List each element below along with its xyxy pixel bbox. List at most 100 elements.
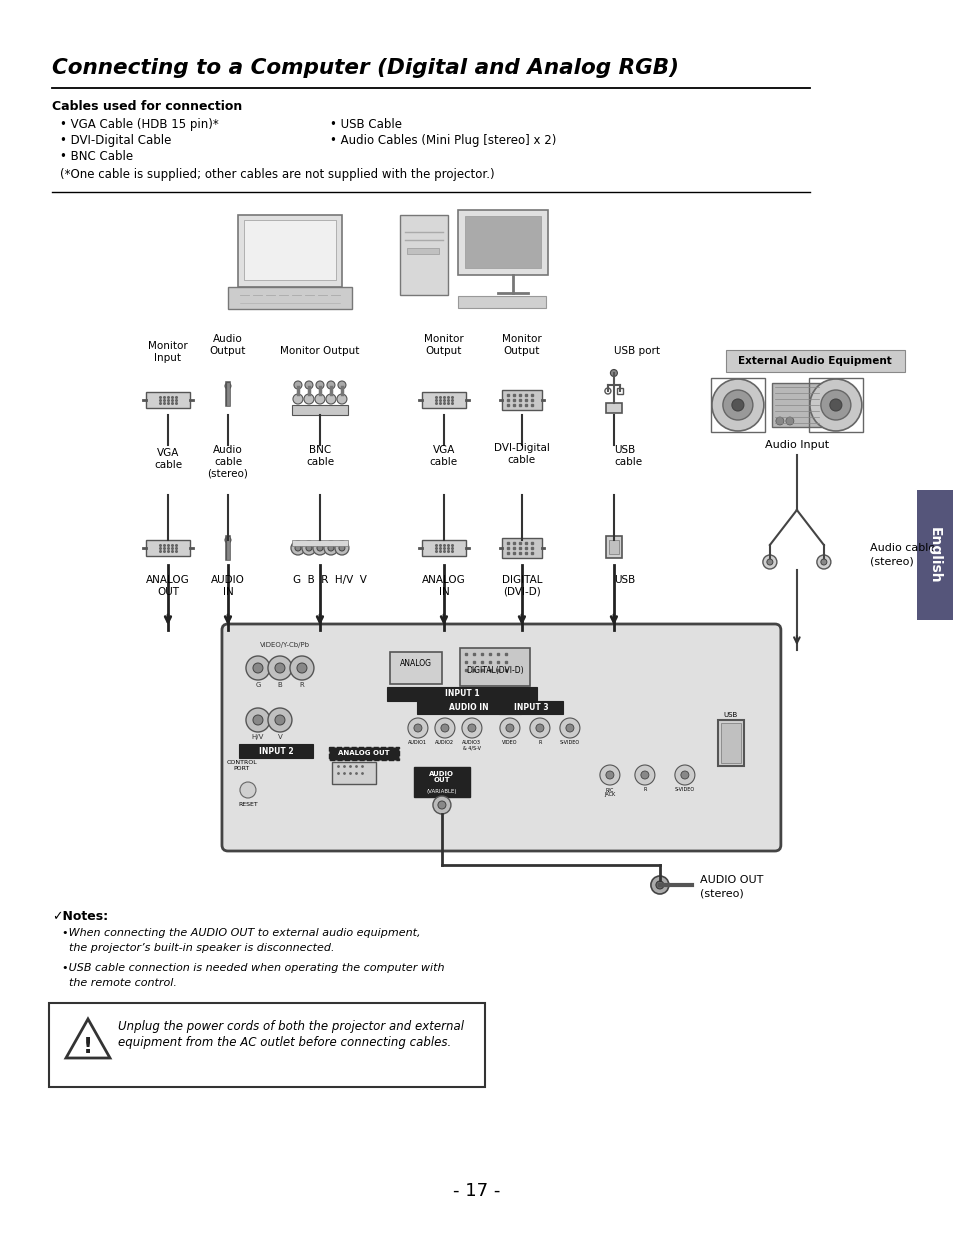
FancyBboxPatch shape [292,540,348,546]
Circle shape [640,771,648,779]
Circle shape [337,382,346,389]
Text: Audio cable
(stereo): Audio cable (stereo) [869,543,934,567]
FancyBboxPatch shape [498,701,562,714]
Circle shape [809,379,861,431]
Circle shape [315,382,324,389]
Circle shape [274,715,285,725]
Circle shape [816,555,830,569]
Text: • Audio Cables (Mini Plug [stereo] x 2): • Audio Cables (Mini Plug [stereo] x 2) [330,135,556,147]
Text: DVI-Digital
cable: DVI-Digital cable [494,443,549,464]
Circle shape [731,399,743,411]
Text: Monitor
Output: Monitor Output [424,335,463,356]
Text: G: G [255,682,260,688]
Text: English: English [927,526,941,583]
Circle shape [294,545,300,551]
Circle shape [435,718,455,739]
FancyBboxPatch shape [228,287,352,309]
Circle shape [674,764,694,785]
Circle shape [785,417,793,425]
Circle shape [505,724,514,732]
Circle shape [268,708,292,732]
Circle shape [656,881,663,889]
Text: AUDIO
OUT: AUDIO OUT [429,771,454,783]
Circle shape [766,559,772,564]
Circle shape [680,771,688,779]
FancyBboxPatch shape [399,215,448,295]
Circle shape [722,390,752,420]
FancyBboxPatch shape [49,1003,484,1087]
FancyBboxPatch shape [605,403,621,412]
Circle shape [338,545,345,551]
Text: • VGA Cable (HDB 15 pin)*: • VGA Cable (HDB 15 pin)* [60,119,218,131]
Circle shape [291,541,305,555]
Text: DIGITAL
(DVI-D): DIGITAL (DVI-D) [501,576,541,597]
Text: RESET: RESET [238,802,257,806]
Circle shape [414,724,421,732]
Text: USB: USB [614,576,635,585]
Circle shape [304,394,314,404]
Text: Audio
Output: Audio Output [210,335,246,356]
Text: AUDIO3
& 4/S-V: AUDIO3 & 4/S-V [462,740,481,750]
Text: R: R [537,740,541,745]
FancyBboxPatch shape [387,687,537,701]
FancyBboxPatch shape [771,383,821,427]
FancyBboxPatch shape [222,624,781,851]
Text: Unplug the power cords of both the projector and external: Unplug the power cords of both the proje… [118,1020,463,1032]
Circle shape [762,555,776,569]
Circle shape [313,541,327,555]
FancyBboxPatch shape [292,405,348,415]
Text: AUDIO1: AUDIO1 [408,740,427,745]
Text: AUDIO2: AUDIO2 [435,740,454,745]
FancyBboxPatch shape [146,391,190,408]
Text: VIDEO: VIDEO [501,740,517,745]
Text: AUDIO
IN: AUDIO IN [211,576,245,597]
Text: ANALOG: ANALOG [399,659,432,668]
Text: (VARIABLE): (VARIABLE) [426,789,456,794]
Text: Audio Input: Audio Input [764,440,828,450]
Circle shape [461,718,481,739]
Text: VGA
cable: VGA cable [430,445,457,467]
Circle shape [296,663,307,673]
FancyBboxPatch shape [407,248,438,254]
Circle shape [829,399,841,411]
Text: Audio
cable
(stereo): Audio cable (stereo) [208,445,248,478]
Circle shape [316,545,323,551]
FancyBboxPatch shape [605,536,621,558]
FancyBboxPatch shape [457,210,547,275]
Circle shape [559,718,579,739]
Text: AUDIO OUT
(stereo): AUDIO OUT (stereo) [700,876,762,898]
Text: • USB Cable: • USB Cable [330,119,401,131]
FancyBboxPatch shape [416,701,520,714]
Circle shape [433,797,451,814]
FancyBboxPatch shape [421,391,465,408]
Circle shape [225,383,231,389]
Text: !: ! [83,1037,93,1057]
Text: equipment from the AC outlet before connecting cables.: equipment from the AC outlet before conn… [118,1036,451,1049]
Text: INPUT 2: INPUT 2 [258,746,293,756]
Circle shape [650,876,668,894]
Text: the remote control.: the remote control. [62,978,176,988]
Text: ANALOG
IN: ANALOG IN [421,576,465,597]
Circle shape [305,382,313,389]
Circle shape [775,417,783,425]
Circle shape [302,541,315,555]
Circle shape [246,708,270,732]
FancyBboxPatch shape [457,296,545,308]
Text: V: V [277,734,282,740]
FancyBboxPatch shape [725,350,903,372]
Text: DIGITAL(DVI-D): DIGITAL(DVI-D) [466,666,523,674]
Text: G  B  R  H/V  V: G B R H/V V [293,576,367,585]
Circle shape [327,382,335,389]
Text: VGA
cable: VGA cable [153,448,182,469]
Text: Connecting to a Computer (Digital and Analog RGB): Connecting to a Computer (Digital and An… [51,58,679,78]
Text: INPUT 3: INPUT 3 [513,703,548,711]
Circle shape [635,764,654,785]
Text: the projector’s built-in speaker is disconnected.: the projector’s built-in speaker is disc… [62,944,335,953]
Circle shape [437,802,445,809]
Circle shape [529,718,549,739]
Text: BNC
cable: BNC cable [306,445,334,467]
Circle shape [240,782,255,798]
Text: •USB cable connection is needed when operating the computer with: •USB cable connection is needed when ope… [62,963,444,973]
Circle shape [326,394,335,404]
Text: USB
cable: USB cable [614,445,641,467]
